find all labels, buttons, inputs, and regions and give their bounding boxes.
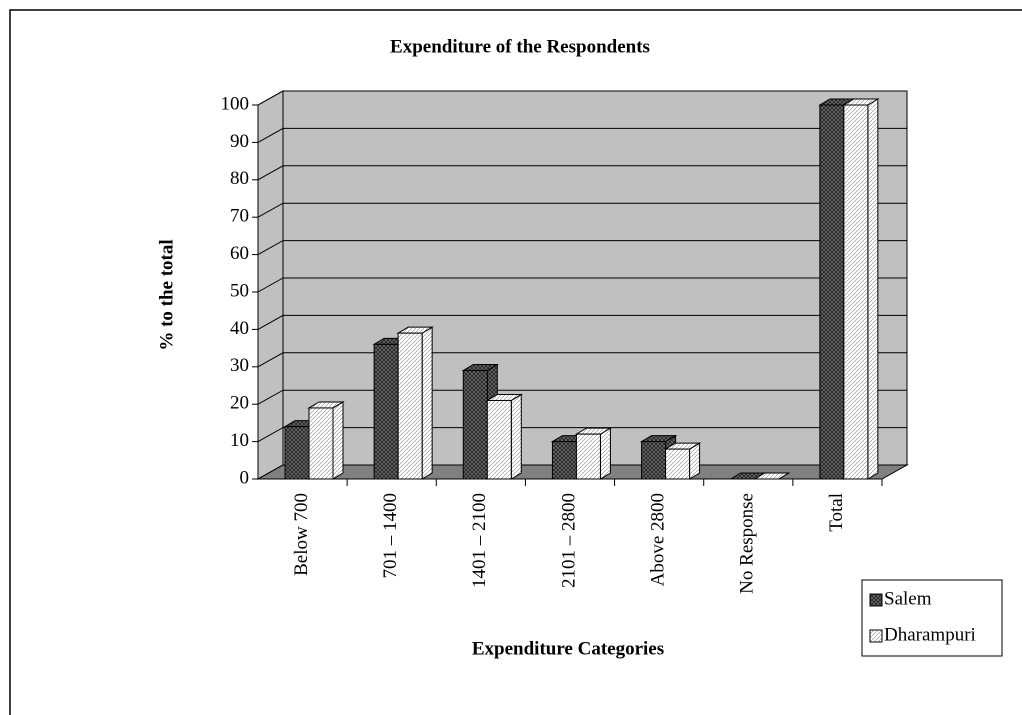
y-tick-label: 70 — [230, 206, 249, 227]
bar-front — [308, 407, 334, 480]
grid-line — [257, 427, 907, 443]
bar-front — [843, 104, 869, 480]
grid-line — [257, 165, 907, 181]
bar-front — [551, 441, 577, 480]
bar-top — [752, 472, 791, 480]
y-tick-label: 60 — [230, 243, 249, 264]
grid-line — [257, 202, 907, 218]
legend-swatch — [869, 593, 883, 607]
x-tick-label: 1401 – 2100 — [469, 493, 490, 588]
x-tick-label: 701 – 1400 — [380, 493, 401, 579]
bar-front — [665, 448, 691, 480]
legend-label: Salem — [884, 588, 932, 609]
bar-front — [641, 441, 667, 480]
y-tick-label: 20 — [230, 393, 249, 414]
bar-side — [510, 393, 522, 480]
bar-front — [373, 343, 399, 480]
x-axis-label: Expenditure Categories — [472, 638, 664, 659]
y-tick-label: 50 — [230, 280, 249, 301]
y-tick-label: 80 — [230, 168, 249, 189]
bar — [396, 326, 434, 480]
bar — [485, 393, 524, 480]
bar — [307, 401, 345, 480]
legend-swatch — [869, 629, 883, 643]
bar-front — [575, 433, 601, 480]
grid-line — [257, 277, 907, 293]
bar-front — [486, 399, 512, 480]
grid-line — [257, 389, 907, 405]
y-tick-label: 0 — [240, 467, 250, 488]
x-tick-label: Below 700 — [291, 493, 312, 576]
legend-label: Dharampuri — [884, 624, 976, 645]
bar — [663, 442, 702, 480]
y-tick-label: 90 — [230, 131, 249, 152]
bar-front — [462, 370, 488, 480]
grid-line — [257, 352, 907, 368]
y-tick-label: 40 — [230, 318, 249, 339]
grid-line — [257, 240, 907, 256]
bar-front — [397, 332, 423, 480]
legend-box — [861, 579, 1003, 657]
grid-line — [257, 127, 907, 143]
bar — [752, 472, 791, 480]
x-tick-label: Above 2800 — [648, 493, 669, 586]
chart-title: Expenditure of the Respondents — [390, 36, 650, 57]
y-axis-label: % to the total — [156, 239, 177, 350]
bar-side — [332, 401, 344, 480]
x-tick-label: 2101 – 2800 — [558, 493, 579, 588]
y-tick-label: 30 — [230, 355, 249, 376]
bar-side — [599, 427, 611, 480]
x-tick-label: Total — [826, 493, 847, 532]
y-tick-label: 10 — [230, 430, 249, 451]
bar-front — [284, 426, 310, 480]
y-tick-label: 100 — [221, 93, 250, 114]
grid-line — [257, 90, 907, 106]
bar-side — [867, 98, 879, 480]
bar-side — [421, 326, 433, 480]
chart-border — [9, 9, 1022, 715]
bar — [574, 427, 613, 480]
x-tick-label: No Response — [737, 493, 758, 594]
grid-line — [257, 314, 907, 330]
bar — [842, 98, 880, 480]
bar-front — [819, 104, 845, 480]
